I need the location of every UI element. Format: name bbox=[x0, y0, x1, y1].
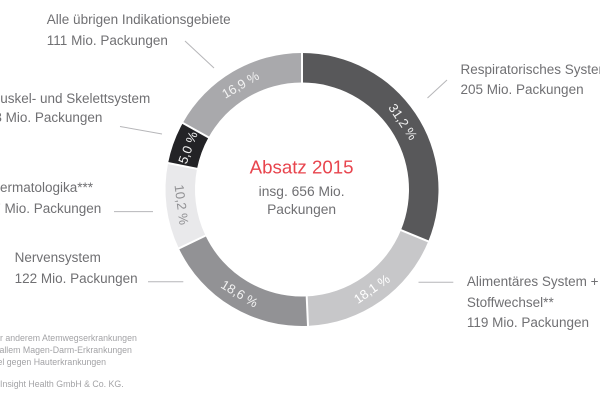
svg-text:10,2 %: 10,2 % bbox=[171, 184, 191, 226]
svg-text:Absatz 2015: Absatz 2015 bbox=[250, 157, 354, 178]
svg-text:Packungen: Packungen bbox=[267, 202, 336, 217]
svg-text:insg. 656 Mio.: insg. 656 Mio. bbox=[259, 184, 345, 199]
